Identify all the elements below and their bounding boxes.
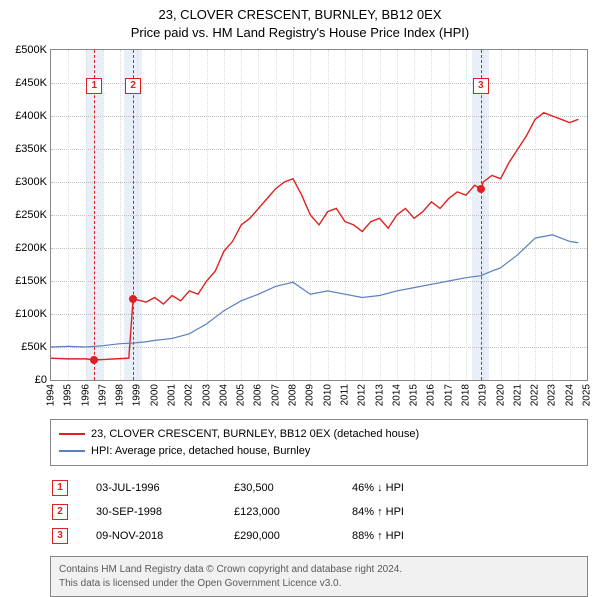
x-tick-label: 1996: [80, 384, 91, 406]
chart-container: 23, CLOVER CRESCENT, BURNLEY, BB12 0EX P…: [0, 0, 600, 590]
x-tick-label: 2023: [547, 384, 558, 406]
x-tick-label: 2000: [149, 384, 160, 406]
legend-label: 23, CLOVER CRESCENT, BURNLEY, BB12 0EX (…: [91, 426, 419, 443]
title-line-1: 23, CLOVER CRESCENT, BURNLEY, BB12 0EX: [0, 6, 600, 24]
x-tick-label: 2024: [564, 384, 575, 406]
x-tick-label: 2009: [305, 384, 316, 406]
x-tick-label: 2007: [270, 384, 281, 406]
sale-num-box: 1: [86, 78, 102, 94]
x-tick-label: 2005: [236, 384, 247, 406]
sale-num-box: 2: [125, 78, 141, 94]
x-tick-label: 2021: [512, 384, 523, 406]
y-tick-label: £450K: [15, 77, 47, 89]
y-tick-label: £350K: [15, 143, 47, 155]
x-tick-label: 2011: [339, 384, 350, 406]
transactions-table: 1 03-JUL-1996 £30,500 46% ↓ HPI 2 30-SEP…: [50, 476, 588, 548]
transaction-date: 09-NOV-2018: [96, 530, 206, 542]
transaction-date: 03-JUL-1996: [96, 482, 206, 494]
sale-marker-dot: [477, 185, 485, 193]
legend-swatch: [59, 450, 85, 452]
series-line-price_paid: [51, 113, 578, 360]
x-tick-label: 1998: [115, 384, 126, 406]
y-tick-label: £250K: [15, 209, 47, 221]
sale-marker-dot: [90, 356, 98, 364]
x-tick-label: 1997: [97, 384, 108, 406]
x-tick-label: 2014: [391, 384, 402, 406]
sale-marker-line: [94, 50, 95, 380]
legend-item: HPI: Average price, detached house, Burn…: [59, 443, 579, 460]
legend-swatch: [59, 433, 85, 435]
transaction-num-box: 2: [52, 504, 68, 520]
x-tick-label: 2019: [478, 384, 489, 406]
table-row: 1 03-JUL-1996 £30,500 46% ↓ HPI: [50, 476, 588, 500]
legend-label: HPI: Average price, detached house, Burn…: [91, 443, 310, 460]
x-tick-label: 2015: [409, 384, 420, 406]
y-tick-label: £100K: [15, 308, 47, 320]
sale-marker-dot: [129, 295, 137, 303]
x-tick-label: 2025: [582, 384, 593, 406]
footer-line-1: Contains HM Land Registry data © Crown c…: [59, 563, 579, 577]
sale-marker-line: [481, 50, 482, 380]
transaction-delta: 84% ↑ HPI: [352, 506, 442, 518]
transaction-price: £30,500: [234, 482, 324, 494]
x-tick-label: 2012: [357, 384, 368, 406]
x-tick-label: 2016: [426, 384, 437, 406]
x-tick-label: 2020: [495, 384, 506, 406]
x-tick-label: 1994: [46, 384, 57, 406]
x-tick-label: 2013: [374, 384, 385, 406]
y-tick-label: £400K: [15, 110, 47, 122]
y-tick-label: £300K: [15, 176, 47, 188]
y-tick-label: £200K: [15, 242, 47, 254]
sale-num-box: 3: [473, 78, 489, 94]
transaction-delta: 46% ↓ HPI: [352, 482, 442, 494]
footer-attribution: Contains HM Land Registry data © Crown c…: [50, 556, 588, 597]
y-tick-label: £500K: [15, 44, 47, 56]
x-tick-label: 2003: [201, 384, 212, 406]
title-line-2: Price paid vs. HM Land Registry's House …: [0, 24, 600, 42]
x-tick-label: 2001: [167, 384, 178, 406]
x-tick-label: 1999: [132, 384, 143, 406]
footer-line-2: This data is licensed under the Open Gov…: [59, 577, 579, 591]
transaction-price: £290,000: [234, 530, 324, 542]
y-tick-label: £50K: [21, 341, 47, 353]
transaction-num-box: 3: [52, 528, 68, 544]
table-row: 2 30-SEP-1998 £123,000 84% ↑ HPI: [50, 500, 588, 524]
table-row: 3 09-NOV-2018 £290,000 88% ↑ HPI: [50, 524, 588, 548]
x-tick-label: 2004: [218, 384, 229, 406]
y-tick-label: £150K: [15, 275, 47, 287]
plot-area: £0£50K£100K£150K£200K£250K£300K£350K£400…: [50, 49, 588, 381]
x-tick-label: 2008: [288, 384, 299, 406]
transaction-date: 30-SEP-1998: [96, 506, 206, 518]
transaction-delta: 88% ↑ HPI: [352, 530, 442, 542]
chart-title: 23, CLOVER CRESCENT, BURNLEY, BB12 0EX P…: [0, 0, 600, 41]
transaction-num-box: 1: [52, 480, 68, 496]
x-tick-label: 2010: [322, 384, 333, 406]
legend: 23, CLOVER CRESCENT, BURNLEY, BB12 0EX (…: [50, 419, 588, 466]
series-line-hpi: [51, 235, 578, 347]
x-tick-label: 2006: [253, 384, 264, 406]
x-tick-label: 2002: [184, 384, 195, 406]
legend-item: 23, CLOVER CRESCENT, BURNLEY, BB12 0EX (…: [59, 426, 579, 443]
sale-marker-line: [133, 50, 134, 380]
line-svg: [51, 50, 587, 380]
x-tick-label: 2022: [530, 384, 541, 406]
transaction-price: £123,000: [234, 506, 324, 518]
x-tick-label: 1995: [63, 384, 74, 406]
x-tick-label: 2018: [460, 384, 471, 406]
x-tick-label: 2017: [443, 384, 454, 406]
